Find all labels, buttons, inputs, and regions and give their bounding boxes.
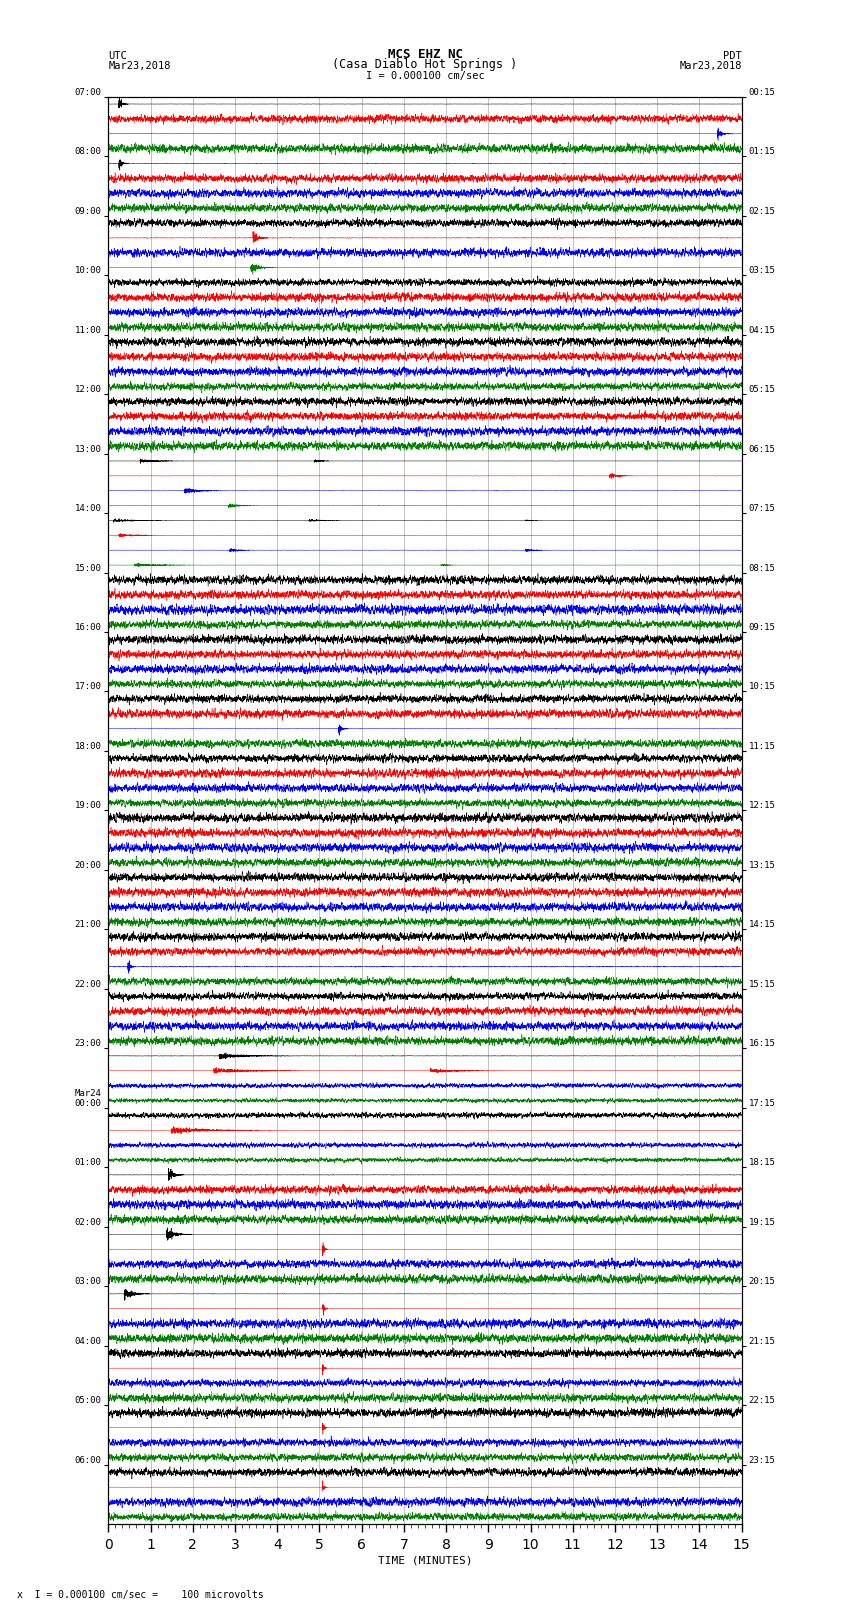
Text: PDT: PDT <box>723 52 742 61</box>
Text: (Casa Diablo Hot Springs ): (Casa Diablo Hot Springs ) <box>332 58 518 71</box>
Text: Mar23,2018: Mar23,2018 <box>679 61 742 71</box>
Text: I = 0.000100 cm/sec: I = 0.000100 cm/sec <box>366 71 484 81</box>
Text: x  I = 0.000100 cm/sec =    100 microvolts: x I = 0.000100 cm/sec = 100 microvolts <box>17 1590 264 1600</box>
Text: Mar23,2018: Mar23,2018 <box>108 61 171 71</box>
Text: UTC: UTC <box>108 52 127 61</box>
Text: MCS EHZ NC: MCS EHZ NC <box>388 48 462 61</box>
X-axis label: TIME (MINUTES): TIME (MINUTES) <box>377 1557 473 1566</box>
